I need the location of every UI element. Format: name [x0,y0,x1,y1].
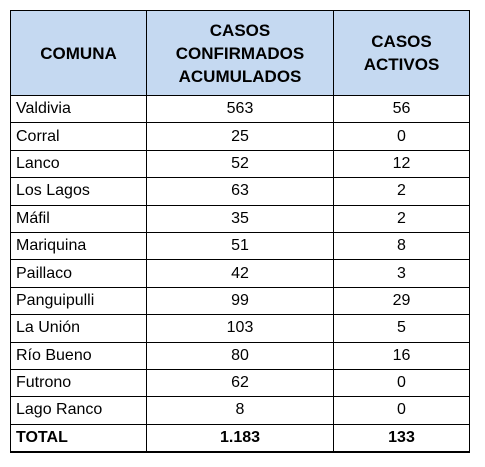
cell-activos: 12 [333,149,470,179]
cell-comuna: Mariquina [10,231,147,261]
table-body: Valdivia 563 56 Corral 25 0 Lanco 52 12 … [10,94,470,454]
cell-confirmados: 51 [146,231,334,261]
table-header: COMUNA CASOS CONFIRMADOS ACUMULADOS CASO… [10,10,470,96]
cell-activos: 2 [333,204,470,233]
cell-activos: 0 [333,368,470,398]
header-confirmados-line1: CASOS [209,20,271,40]
cell-confirmados: 63 [146,177,334,206]
total-row: TOTAL 1.183 133 [10,423,470,454]
table-row: Panguipulli 99 29 [10,286,470,316]
table-row: Río Bueno 80 16 [10,341,470,370]
table-row: La Unión 103 5 [10,314,470,343]
cell-comuna: Valdivia [10,94,147,124]
cell-comuna: Futrono [10,368,147,398]
total-label: TOTAL [10,423,147,454]
table-row: Corral 25 0 [10,122,470,151]
cell-activos: 5 [333,314,470,343]
cell-comuna: Lago Ranco [10,396,147,425]
cell-activos: 8 [333,231,470,261]
cell-confirmados: 80 [146,341,334,370]
cell-confirmados: 42 [146,259,334,288]
cell-confirmados: 62 [146,368,334,398]
cell-activos: 3 [333,259,470,288]
table-row: Lago Ranco 8 0 [10,396,470,425]
cell-confirmados: 103 [146,314,334,343]
cell-activos: 29 [333,286,470,316]
cell-comuna: Lanco [10,149,147,179]
table-row: Paillaco 42 3 [10,259,470,288]
cell-confirmados: 563 [146,94,334,124]
cell-activos: 56 [333,94,470,124]
cell-comuna: Río Bueno [10,341,147,370]
table-row: Valdivia 563 56 [10,94,470,124]
cell-comuna: Máfil [10,204,147,233]
header-confirmados-line2: CONFIRMADOS [175,43,305,63]
cell-confirmados: 25 [146,122,334,151]
header-confirmados-line3: ACUMULADOS [178,66,302,86]
total-activos: 133 [333,423,470,454]
header-row: COMUNA CASOS CONFIRMADOS ACUMULADOS CASO… [10,10,470,96]
cell-confirmados: 52 [146,149,334,179]
cell-confirmados: 8 [146,396,334,425]
cell-comuna: Los Lagos [10,177,147,206]
table-row: Los Lagos 63 2 [10,177,470,206]
cell-activos: 16 [333,341,470,370]
cell-comuna: Corral [10,122,147,151]
table-row: Mariquina 51 8 [10,231,470,261]
cell-comuna: La Unión [10,314,147,343]
cell-activos: 2 [333,177,470,206]
header-comuna: COMUNA [10,10,147,96]
cell-confirmados: 35 [146,204,334,233]
header-activos: CASOS ACTIVOS [333,10,470,96]
header-confirmados: CASOS CONFIRMADOS ACUMULADOS [146,10,334,96]
table-row: Máfil 35 2 [10,204,470,233]
table-row: Lanco 52 12 [10,149,470,179]
cell-confirmados: 99 [146,286,334,316]
cases-table: COMUNA CASOS CONFIRMADOS ACUMULADOS CASO… [10,10,470,454]
cell-comuna: Paillaco [10,259,147,288]
cell-activos: 0 [333,122,470,151]
total-confirmados: 1.183 [146,423,334,454]
table-row: Futrono 62 0 [10,368,470,398]
cell-activos: 0 [333,396,470,425]
cell-comuna: Panguipulli [10,286,147,316]
